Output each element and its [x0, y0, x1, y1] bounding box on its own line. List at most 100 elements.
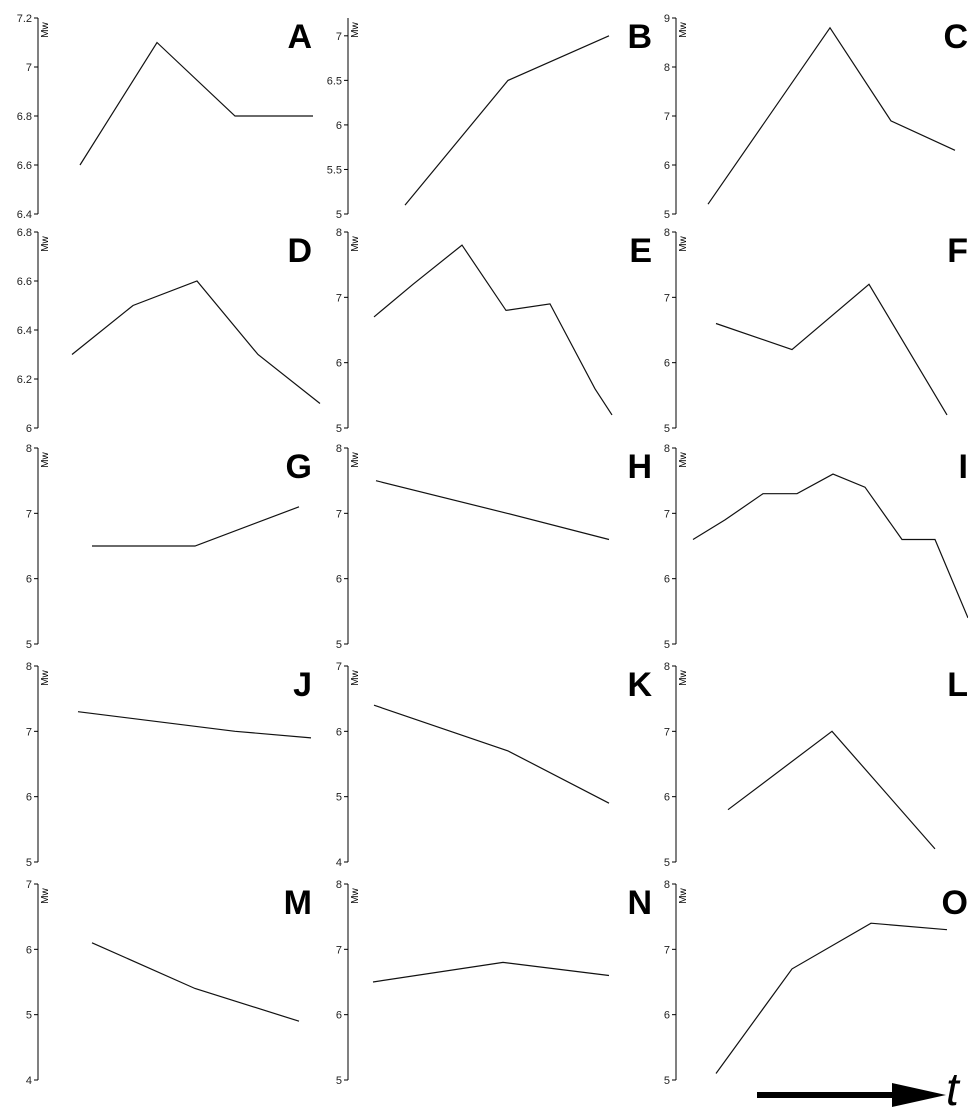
y-tick-label: 6: [664, 574, 670, 586]
y-tick-label: 8: [336, 879, 342, 891]
y-tick-label: 6: [26, 792, 32, 804]
y-tick-label: 6.6: [17, 160, 32, 172]
series-line: [727, 730, 936, 850]
y-tick-label: 4: [336, 857, 342, 869]
panel-i: 5 6 7 8 Mw I: [664, 443, 968, 651]
time-arrow-label: t: [946, 1063, 961, 1109]
series-line: [715, 922, 948, 1074]
panel-m: 4 5 6 7 Mw M: [26, 879, 312, 1087]
y-tick-label: 6.5: [327, 75, 342, 87]
y-tick-label: 8: [664, 661, 670, 673]
y-tick-label: 9: [664, 13, 670, 25]
y-tick-label: 6.4: [17, 209, 32, 221]
panel-letter: O: [942, 884, 968, 922]
panel-letter: B: [627, 18, 652, 56]
y-tick-label: 7: [336, 944, 342, 956]
y-axis-label: Mw: [40, 669, 51, 685]
y-tick-label: 6: [336, 358, 342, 370]
y-tick-label: 6: [664, 358, 670, 370]
y-tick-label: 7: [664, 111, 670, 123]
y-tick-label: 5.5: [327, 164, 342, 176]
panel-l: 5 6 7 8 Mw L: [664, 661, 968, 869]
panel-letter: A: [287, 18, 312, 56]
y-tick-label: 7: [26, 726, 32, 738]
panel-letter: F: [947, 232, 968, 270]
y-axis-label: Mw: [40, 887, 51, 903]
y-tick-label: 5: [26, 639, 32, 651]
y-tick-label: 7: [664, 508, 670, 520]
y-tick-label: 5: [664, 857, 670, 869]
y-tick-label: 5: [26, 857, 32, 869]
y-axis-label: Mw: [40, 451, 51, 467]
y-tick-label: 6.6: [17, 276, 32, 288]
y-tick-label: 5: [336, 792, 342, 804]
y-tick-label: 8: [26, 661, 32, 673]
y-tick-label: 7: [664, 726, 670, 738]
panel-h: 5 6 7 8 Mw H: [336, 443, 652, 651]
series-line: [373, 244, 613, 416]
y-tick-label: 7: [664, 944, 670, 956]
panel-n: 5 6 7 8 Mw N: [336, 879, 652, 1087]
data-point: [0, 756, 2, 759]
y-axis-label: Mw: [350, 235, 361, 251]
y-tick-label: 6: [26, 944, 32, 956]
y-tick-label: 5: [664, 639, 670, 651]
series-line: [92, 506, 300, 547]
series-line: [715, 283, 948, 416]
y-tick-label: 5: [26, 1010, 32, 1022]
series-line: [373, 704, 610, 804]
y-tick-label: 6.4: [17, 325, 32, 337]
series-line: [707, 26, 956, 205]
y-tick-label: 7: [26, 62, 32, 74]
panel-f: 5 6 7 8 Mw F: [664, 227, 968, 435]
y-tick-label: 8: [664, 62, 670, 74]
time-arrow-head: [892, 1083, 946, 1107]
y-tick-label: 6.2: [17, 374, 32, 386]
y-tick-label: 8: [336, 443, 342, 455]
y-tick-label: 7: [26, 508, 32, 520]
y-tick-label: 7: [336, 661, 342, 673]
y-tick-label: 7: [336, 31, 342, 43]
y-tick-label: 6: [336, 120, 342, 132]
panel-j: 5 6 7 8 Mw J: [0, 661, 312, 869]
panel-letter: I: [959, 448, 968, 486]
series-line: [692, 473, 968, 619]
y-tick-label: 7: [336, 508, 342, 520]
y-axis-label: Mw: [350, 887, 361, 903]
y-tick-label: 5: [336, 423, 342, 435]
y-tick-label: 6: [664, 160, 670, 172]
panel-letter: D: [287, 232, 312, 270]
y-tick-label: 5: [336, 1075, 342, 1087]
panel-k: 4 5 6 7 Mw K: [336, 661, 653, 869]
panel-b: 5 5.5 6 6.5 7 Mw B: [327, 18, 652, 221]
series-line: [375, 480, 610, 541]
y-axis-label: Mw: [678, 451, 689, 467]
panel-letter: G: [286, 448, 312, 486]
y-axis-label: Mw: [678, 669, 689, 685]
panel-letter: H: [627, 448, 652, 486]
y-tick-label: 6: [664, 1010, 670, 1022]
y-tick-label: 6: [26, 574, 32, 586]
y-tick-label: 8: [26, 443, 32, 455]
panel-e: 5 6 7 8 Mw E: [336, 227, 652, 435]
y-tick-label: 6: [336, 574, 342, 586]
y-tick-label: 5: [336, 639, 342, 651]
y-tick-label: 7.2: [17, 13, 32, 25]
panel-letter: N: [627, 884, 652, 922]
y-tick-label: 6: [336, 1010, 342, 1022]
panel-o: 5 6 7 8 Mw O: [664, 879, 968, 1087]
y-tick-label: 5: [336, 209, 342, 221]
y-tick-label: 6.8: [17, 111, 32, 123]
series-line: [71, 280, 321, 404]
y-tick-label: 6: [664, 792, 670, 804]
y-axis-label: Mw: [350, 21, 361, 37]
y-axis-label: Mw: [350, 669, 361, 685]
y-axis-label: Mw: [678, 21, 689, 37]
series-line: [77, 711, 312, 739]
series-line: [91, 942, 300, 1022]
y-axis-label: Mw: [678, 235, 689, 251]
panel-letter: L: [947, 666, 968, 704]
series-line: [79, 41, 313, 166]
panel-a: 6.4 6.6 6.8 7 7.2 Mw A: [17, 13, 313, 221]
panel-c: 5 6 7 8 9 Mw C: [664, 13, 968, 221]
